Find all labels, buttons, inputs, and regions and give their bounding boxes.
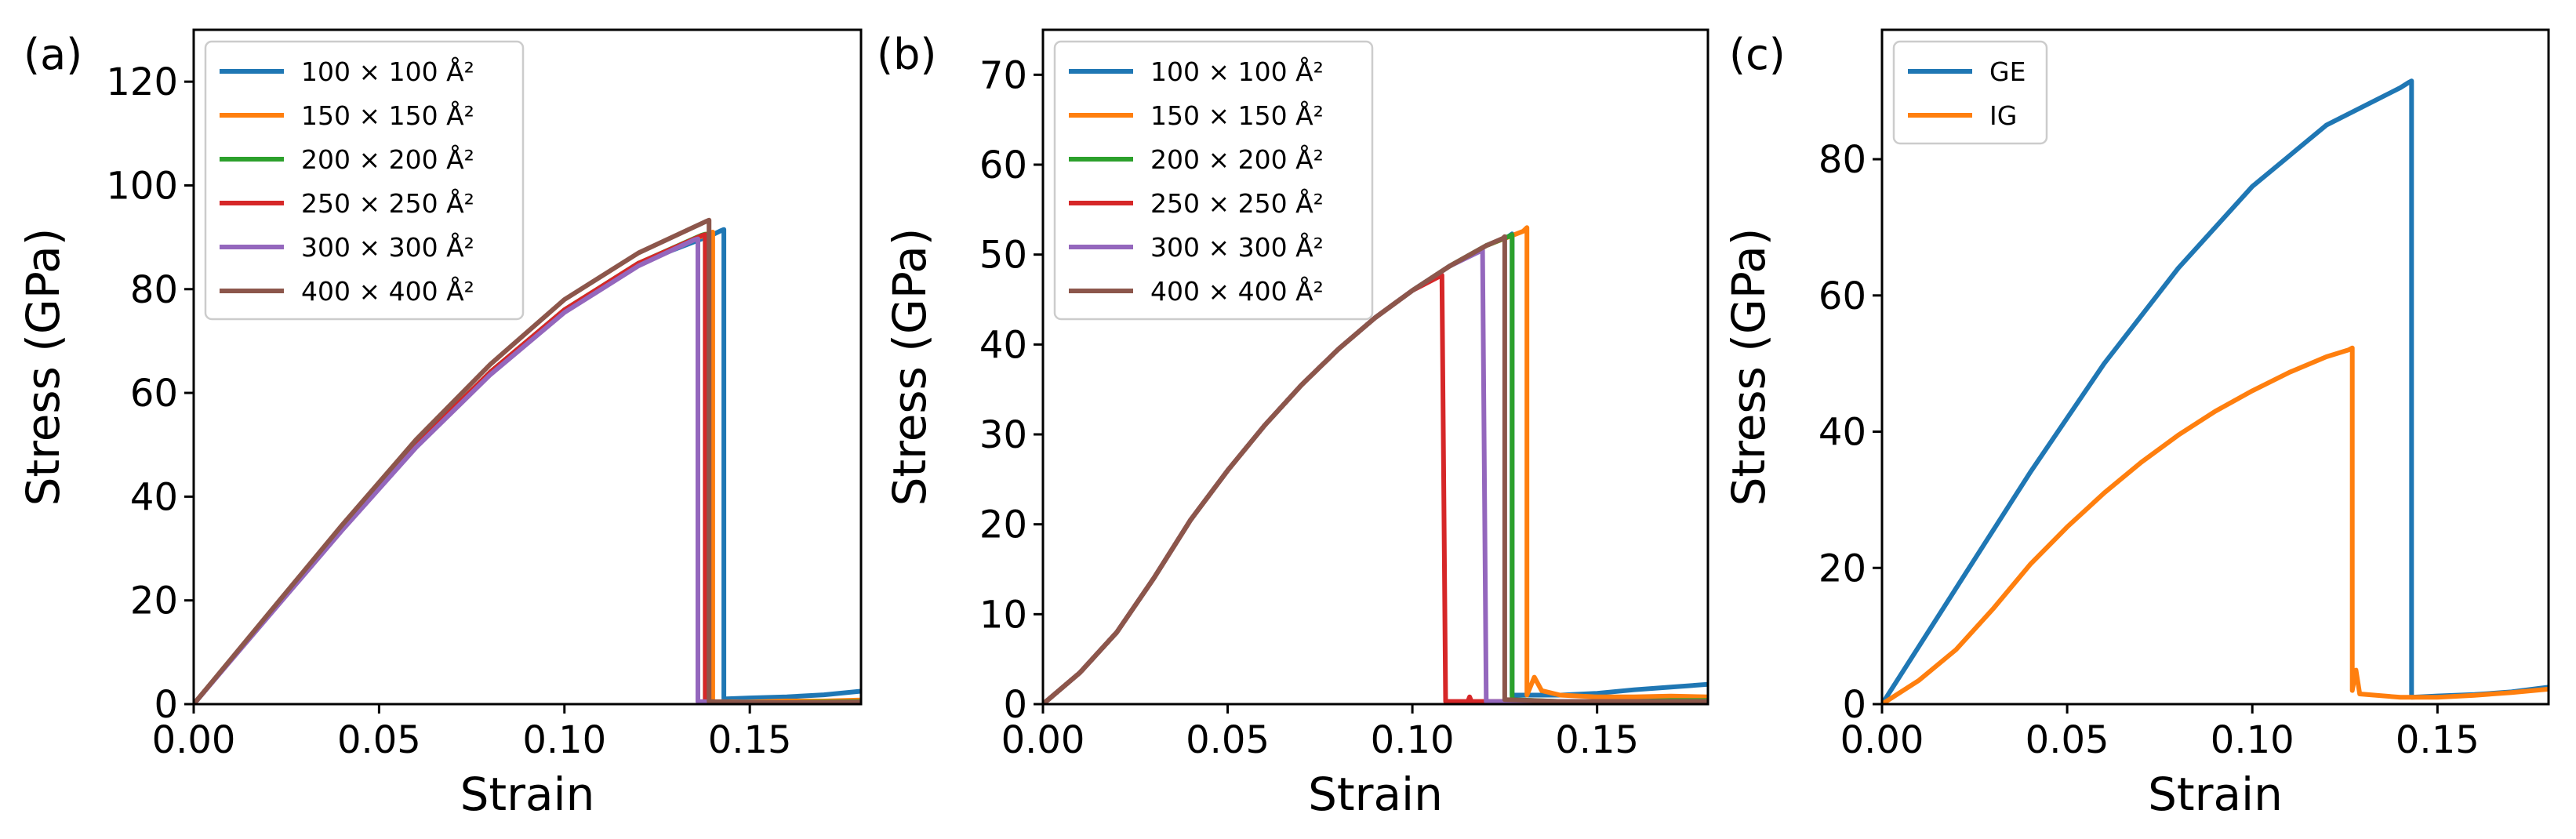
x-tick-label: 0.00	[1840, 718, 1924, 762]
x-tick-label: 0.00	[152, 718, 236, 762]
series-group	[1882, 78, 2549, 704]
series-line-6	[1043, 234, 1708, 704]
y-tick-label: 20	[130, 579, 178, 623]
y-tick-label: 20	[1818, 547, 1866, 590]
y-axis-label: Stress (GPa)	[883, 228, 936, 507]
y-tick-label: 120	[106, 60, 178, 104]
legend-label-1: 100 × 100 Å²	[301, 56, 474, 87]
y-tick-label: 60	[979, 143, 1027, 187]
legend: GE IG	[1892, 40, 2048, 145]
legend-frame	[1053, 40, 1374, 321]
y-tick-label: 0	[1842, 683, 1866, 727]
y-tick-label: 100	[106, 164, 178, 208]
x-tick-label: 0.00	[1001, 718, 1085, 762]
legend: 100 × 100 Å² 150 × 150 Å² 200 × 200 Å² 250 …	[204, 40, 525, 321]
legend-label-4: 250 × 250 Å²	[301, 187, 474, 219]
y-tick-label: 40	[130, 475, 178, 519]
series-line-2	[1882, 345, 2549, 704]
legend-label-6: 400 × 400 Å²	[301, 275, 474, 307]
y-tick-label: 0	[1003, 683, 1027, 727]
series-group	[1043, 225, 1708, 704]
y-tick-label: 50	[979, 234, 1027, 278]
y-tick-label: 40	[979, 323, 1027, 367]
y-axis-label: Stress (GPa)	[16, 228, 70, 507]
y-tick-label: 40	[1818, 411, 1866, 455]
series-line-1	[1882, 78, 2549, 704]
legend-label-4: 250 × 250 Å²	[1150, 187, 1324, 219]
y-tick-label: 30	[979, 413, 1027, 457]
x-tick-label: 0.05	[337, 718, 421, 762]
plot-frame	[1041, 28, 1709, 706]
panel-label: (b)	[877, 30, 936, 79]
x-tick-label: 0.05	[2026, 718, 2109, 762]
plot-frame	[192, 28, 863, 706]
legend-label-3: 200 × 200 Å²	[1150, 143, 1324, 175]
panel-label: (c)	[1729, 30, 1786, 79]
y-tick-label: 10	[979, 593, 1027, 637]
x-axis-label: Strain	[2148, 768, 2283, 821]
chart-panel-3: 0.00 0.05 0.10 0.15 0 20 40 60 80 Strain Stress (G…	[1722, 28, 2550, 821]
x-tick-label: 0.15	[708, 718, 792, 762]
y-axis-label: Stress (GPa)	[1722, 228, 1775, 507]
legend-label-5: 300 × 300 Å²	[1150, 231, 1324, 263]
legend-label-1: GE	[1989, 56, 2026, 87]
legend-label-5: 300 × 300 Å²	[301, 231, 474, 263]
legend-frame	[204, 40, 525, 321]
y-tick-label: 60	[130, 372, 178, 416]
x-tick-label: 0.15	[2396, 718, 2480, 762]
legend-label-3: 200 × 200 Å²	[301, 143, 474, 175]
panel-label: (a)	[24, 30, 82, 79]
chart-panel-1: 0.00 0.05 0.10 0.15 0 20 40 60 80 100 120 Strain Str…	[16, 28, 863, 821]
legend: 100 × 100 Å² 150 × 150 Å² 200 × 200 Å² 250 …	[1053, 40, 1374, 321]
series-line-4	[1043, 273, 1708, 704]
series-line-6	[194, 217, 861, 704]
y-tick-label: 0	[154, 683, 178, 727]
y-tick-label: 60	[1818, 274, 1866, 318]
legend-label-1: 100 × 100 Å²	[1150, 56, 1324, 87]
plot-frame	[1880, 28, 2550, 706]
legend-label-2: 150 × 150 Å²	[1150, 100, 1324, 131]
y-tick-label: 20	[979, 503, 1027, 547]
x-axis-label: Strain	[1308, 768, 1443, 821]
legend-label-2: 150 × 150 Å²	[301, 100, 474, 131]
x-tick-label: 0.10	[2211, 718, 2294, 762]
series-group	[194, 217, 861, 704]
x-tick-label: 0.15	[1555, 718, 1639, 762]
x-tick-label: 0.10	[1371, 718, 1455, 762]
y-tick-label: 80	[130, 268, 178, 312]
chart-panel-2: 0.00 0.05 0.10 0.15 0 10 20 30 40 50 60 70 Strain Str…	[877, 28, 1709, 821]
x-tick-label: 0.10	[522, 718, 606, 762]
x-axis-label: Strain	[460, 768, 595, 821]
legend-label-2: IG	[1989, 100, 2017, 131]
x-tick-label: 0.05	[1186, 718, 1270, 762]
y-tick-label: 80	[1818, 138, 1866, 182]
legend-frame	[1892, 40, 2048, 145]
legend-label-6: 400 × 400 Å²	[1150, 275, 1324, 307]
y-tick-label: 70	[979, 53, 1027, 97]
